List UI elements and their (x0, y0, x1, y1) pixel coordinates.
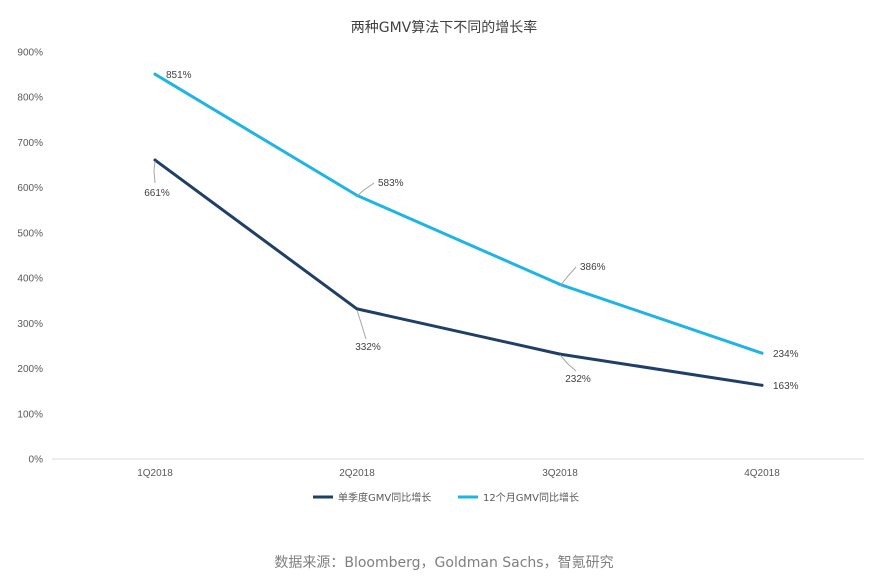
leader-line (153, 160, 156, 184)
data-point (355, 307, 359, 311)
y-axis: 0% 100% 200% 300% 400% 500% 600% 700% 800% 900% (17, 48, 43, 466)
data-point (760, 383, 764, 387)
y-tick-label: 200% (17, 364, 43, 375)
x-tick-label: 3Q2018 (542, 468, 578, 479)
leader-line (559, 266, 577, 287)
series-line-2 (153, 72, 764, 355)
data-label: 232% (565, 374, 591, 385)
data-point (558, 352, 562, 356)
x-tick-label: 1Q2018 (137, 468, 173, 479)
leader-line (356, 309, 367, 340)
leader-line (559, 354, 577, 372)
x-tick-label: 4Q2018 (744, 468, 780, 479)
y-tick-label: 800% (17, 93, 43, 104)
y-tick-label: 700% (17, 138, 43, 149)
data-label: 851% (166, 70, 192, 81)
y-tick-label: 300% (17, 319, 43, 330)
data-point (760, 351, 764, 355)
data-label: 386% (580, 262, 606, 273)
y-tick-label: 400% (17, 274, 43, 285)
y-tick-label: 100% (17, 409, 43, 420)
source-note: 数据来源：Bloomberg，Goldman Sachs，智氪研究 (274, 555, 614, 571)
data-label: 583% (378, 178, 404, 189)
legend: 单季度GMV同比增长 12个月GMV同比增长 (313, 491, 579, 504)
legend-label-1: 单季度GMV同比增长 (338, 491, 431, 504)
y-tick-label: 900% (17, 48, 43, 59)
data-label: 163% (773, 381, 799, 392)
data-label: 661% (144, 188, 170, 199)
x-tick-label: 2Q2018 (339, 468, 375, 479)
leader-line (356, 182, 375, 197)
y-tick-label: 0% (29, 455, 44, 466)
y-tick-label: 500% (17, 228, 43, 239)
y-tick-label: 600% (17, 183, 43, 194)
data-point (153, 72, 157, 76)
data-label: 234% (773, 349, 799, 360)
chart-title: 两种GMV算法下不同的增长率 (351, 19, 538, 36)
series-line-1 (153, 158, 764, 387)
x-axis: 1Q2018 2Q2018 3Q2018 4Q2018 (52, 458, 864, 479)
data-label: 332% (355, 342, 381, 353)
data-point (153, 158, 157, 162)
legend-label-2: 12个月GMV同比增长 (483, 491, 579, 504)
series-group: 661% 332% 232% 163% 851% 583% 386% 234% (144, 70, 798, 392)
